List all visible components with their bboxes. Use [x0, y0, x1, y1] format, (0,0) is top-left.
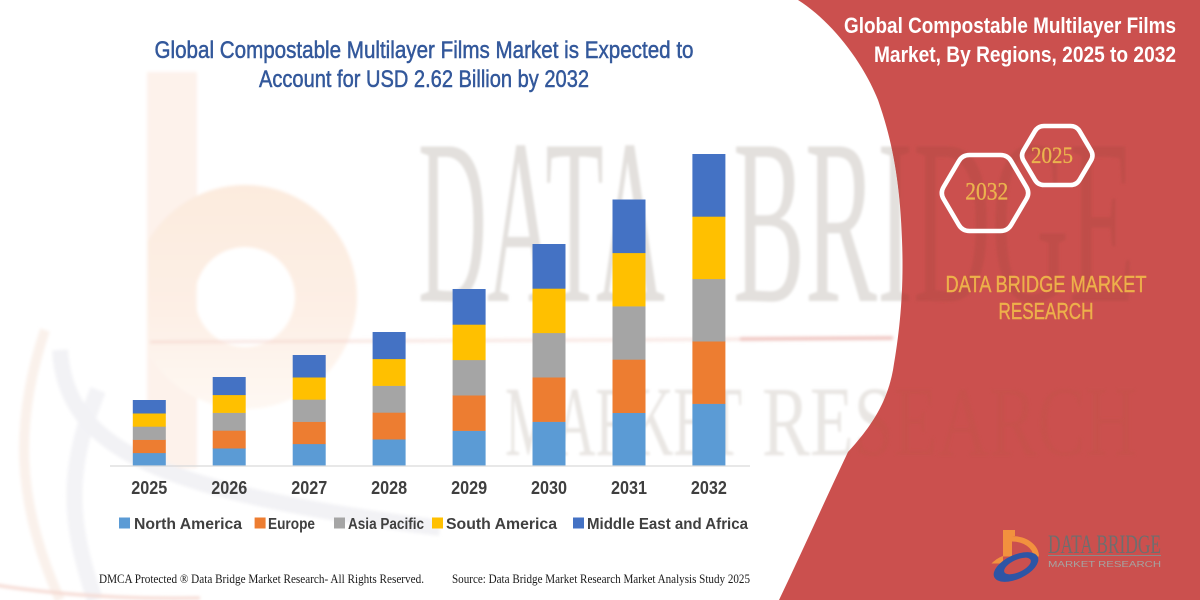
svg-text:2032: 2032	[691, 477, 727, 498]
svg-text:2032: 2032	[965, 179, 1008, 206]
svg-text:Account for USD 2.62 Billion b: Account for USD 2.62 Billion by 2032	[259, 66, 589, 93]
svg-text:South America: South America	[446, 516, 557, 533]
svg-text:DATA BRIDGE: DATA BRIDGE	[1048, 530, 1161, 559]
svg-text:Market, By Regions, 2025 to 20: Market, By Regions, 2025 to 2032	[874, 42, 1176, 67]
svg-text:North America: North America	[134, 516, 242, 533]
svg-text:RESEARCH: RESEARCH	[999, 298, 1094, 324]
svg-text:Europe: Europe	[268, 516, 315, 533]
svg-text:Global Compostable Multilayer: Global Compostable Multilayer Films Mark…	[155, 37, 694, 64]
svg-text:2026: 2026	[211, 477, 247, 498]
svg-text:Middle East and Africa: Middle East and Africa	[587, 516, 748, 533]
svg-text:2025: 2025	[1031, 143, 1073, 168]
svg-text:DMCA Protected ® Data Bridge M: DMCA Protected ® Data Bridge Market Rese…	[99, 572, 424, 586]
svg-text:DATA BRIDGE MARKET: DATA BRIDGE MARKET	[946, 271, 1147, 297]
svg-text:2029: 2029	[451, 477, 487, 498]
svg-text:2031: 2031	[611, 477, 647, 498]
svg-text:Source: Data Bridge Market Res: Source: Data Bridge Market Research Mark…	[452, 572, 750, 586]
svg-text:2025: 2025	[131, 477, 167, 498]
svg-text:2030: 2030	[531, 477, 567, 498]
svg-text:2027: 2027	[291, 477, 327, 498]
svg-text:Asia Pacific: Asia Pacific	[348, 516, 424, 533]
svg-text:MARKET RESEARCH: MARKET RESEARCH	[1048, 559, 1161, 569]
svg-text:2028: 2028	[371, 477, 407, 498]
svg-text:Global Compostable Multilayer: Global Compostable Multilayer Films	[844, 13, 1176, 38]
